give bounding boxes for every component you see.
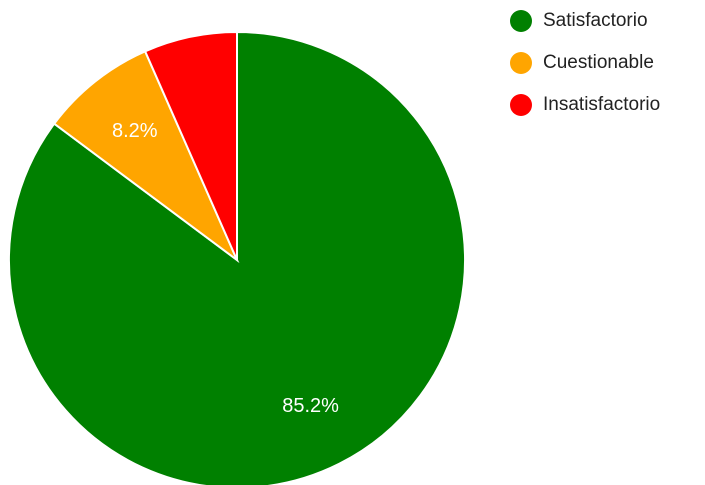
- legend-swatch-insatisfactorio: [510, 94, 532, 116]
- legend-label-insatisfactorio: Insatisfactorio: [543, 94, 661, 115]
- legend: Satisfactorio Cuestionable Insatisfactor…: [510, 10, 660, 136]
- legend-item-cuestionable: Cuestionable: [510, 52, 660, 74]
- pie-slice-insatisfactorio: [143, 30, 238, 261]
- legend-swatch-satisfactorio: [510, 10, 532, 32]
- pie-chart: 85.2% 8.2%: [8, 30, 466, 485]
- legend-swatch-cuestionable: [510, 52, 532, 74]
- data-label-satisfactorio: 85.2%: [282, 395, 339, 417]
- legend-label-cuestionable: Cuestionable: [543, 52, 654, 73]
- pie-slice-satisfactorio: [8, 30, 466, 485]
- pie-slice-cuestionable: [52, 50, 240, 264]
- legend-item-insatisfactorio: Insatisfactorio: [510, 94, 660, 116]
- data-label-cuestionable: 8.2%: [112, 120, 158, 142]
- legend-label-satisfactorio: Satisfactorio: [543, 10, 648, 31]
- legend-item-satisfactorio: Satisfactorio: [510, 10, 660, 32]
